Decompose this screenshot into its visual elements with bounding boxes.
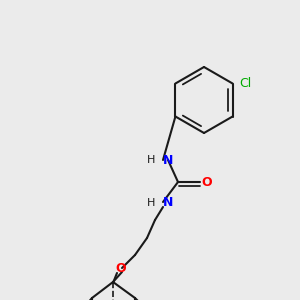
Text: H: H	[147, 155, 155, 165]
Text: O: O	[202, 176, 212, 188]
Text: Cl: Cl	[239, 77, 252, 90]
Text: N: N	[163, 196, 173, 209]
Text: N: N	[163, 154, 173, 166]
Text: O: O	[116, 262, 126, 275]
Text: H: H	[147, 198, 155, 208]
